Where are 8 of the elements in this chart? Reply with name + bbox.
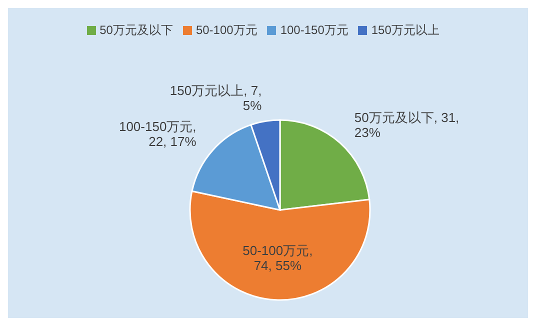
data-label: 50万元及以下, 31, 23% bbox=[354, 110, 460, 140]
data-label: 50-100万元, 74, 55% bbox=[242, 243, 313, 274]
legend-label: 50-100万元 bbox=[196, 23, 258, 37]
data-label: 100-150万元, 22, 17% bbox=[118, 120, 197, 150]
legend-label: 50万元及以下 bbox=[100, 23, 173, 37]
legend-label: 100-150万元 bbox=[280, 23, 348, 37]
data-label: 150万元以上, 7, 5% bbox=[170, 83, 262, 114]
legend-label: 150万元以上 bbox=[371, 23, 440, 37]
